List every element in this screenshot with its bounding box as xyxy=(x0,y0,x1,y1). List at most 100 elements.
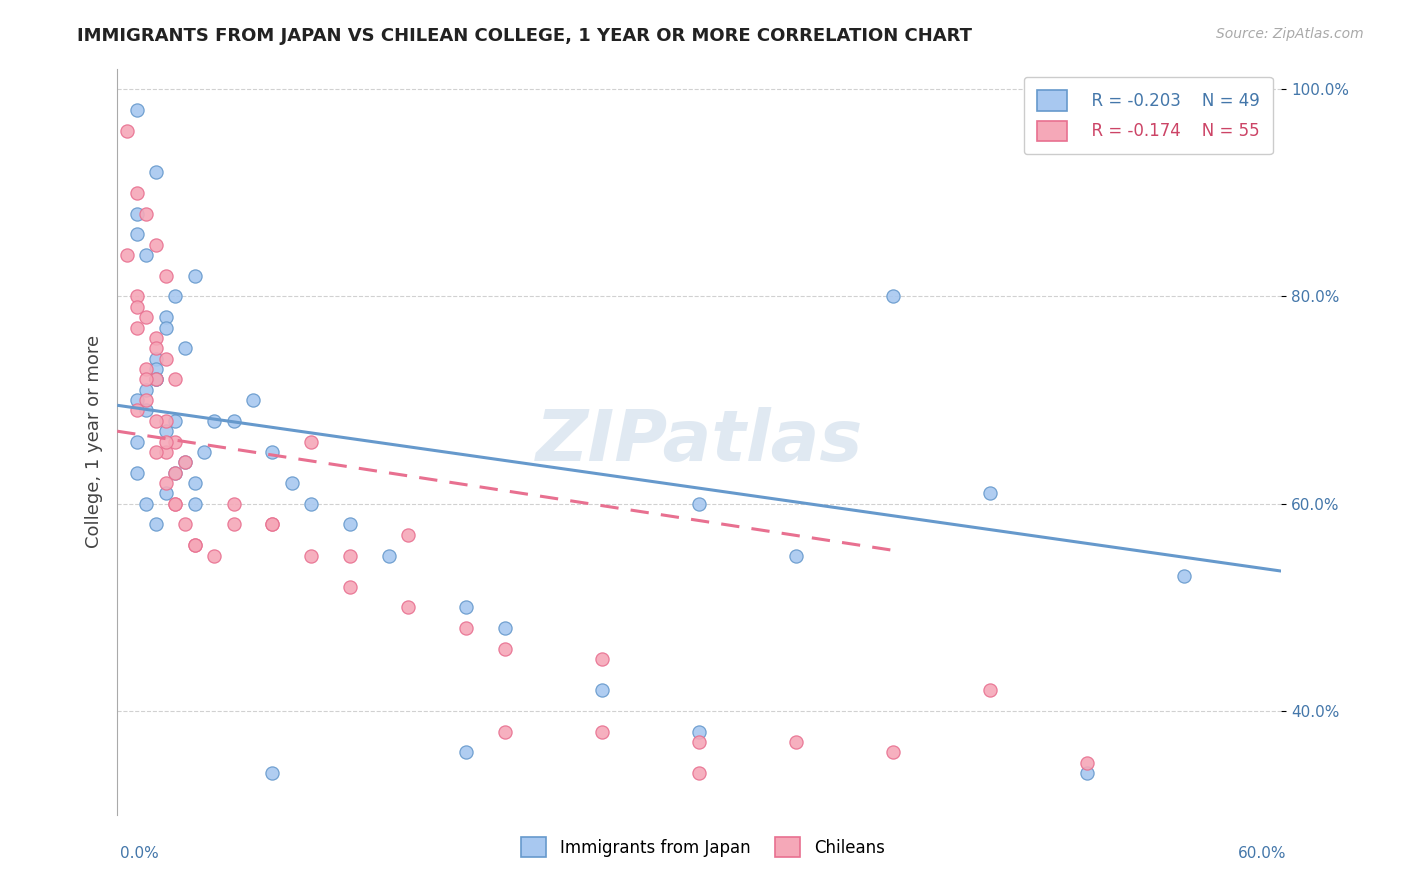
Point xyxy=(688,497,710,511)
Text: IMMIGRANTS FROM JAPAN VS CHILEAN COLLEGE, 1 YEAR OR MORE CORRELATION CHART: IMMIGRANTS FROM JAPAN VS CHILEAN COLLEGE… xyxy=(77,27,973,45)
Point xyxy=(882,745,904,759)
Point xyxy=(262,517,284,532)
Point xyxy=(1076,766,1098,780)
Point xyxy=(222,414,245,428)
Point xyxy=(155,351,177,366)
Point xyxy=(145,372,167,386)
Point xyxy=(262,445,284,459)
Point xyxy=(222,517,245,532)
Point xyxy=(135,403,157,417)
Point xyxy=(135,310,157,325)
Point xyxy=(155,475,177,490)
Point xyxy=(155,320,177,334)
Point xyxy=(135,393,157,408)
Point xyxy=(125,103,148,117)
Point xyxy=(262,517,284,532)
Point xyxy=(396,600,419,615)
Legend:   R = -0.203    N = 49,   R = -0.174    N = 55: R = -0.203 N = 49, R = -0.174 N = 55 xyxy=(1024,77,1272,154)
Point xyxy=(135,206,157,220)
Point xyxy=(135,372,157,386)
Point xyxy=(299,497,322,511)
Point xyxy=(125,300,148,314)
Point xyxy=(125,466,148,480)
Point xyxy=(184,497,207,511)
Point xyxy=(125,289,148,303)
Point xyxy=(174,455,197,469)
Point xyxy=(155,486,177,500)
Point xyxy=(1076,756,1098,770)
Point xyxy=(165,434,187,449)
Point xyxy=(184,475,207,490)
Point xyxy=(688,724,710,739)
Text: ZIPatlas: ZIPatlas xyxy=(536,407,863,476)
Point xyxy=(115,124,138,138)
Point xyxy=(165,497,187,511)
Point xyxy=(1173,569,1195,583)
Point xyxy=(165,466,187,480)
Point xyxy=(165,466,187,480)
Point xyxy=(125,186,148,200)
Point xyxy=(174,455,197,469)
Point xyxy=(688,766,710,780)
Point xyxy=(145,341,167,355)
Point xyxy=(591,724,613,739)
Point xyxy=(184,538,207,552)
Point xyxy=(145,414,167,428)
Point xyxy=(174,341,197,355)
Point xyxy=(456,600,478,615)
Point xyxy=(591,683,613,698)
Point xyxy=(785,549,807,563)
Point xyxy=(242,393,264,408)
Point xyxy=(688,735,710,749)
Point xyxy=(145,372,167,386)
Point xyxy=(222,497,245,511)
Point xyxy=(339,580,361,594)
Point xyxy=(155,268,177,283)
Point xyxy=(494,621,516,635)
Text: 60.0%: 60.0% xyxy=(1239,846,1286,861)
Point xyxy=(165,414,187,428)
Point xyxy=(281,475,304,490)
Point xyxy=(174,517,197,532)
Text: Source: ZipAtlas.com: Source: ZipAtlas.com xyxy=(1216,27,1364,41)
Point xyxy=(202,549,225,563)
Point xyxy=(145,445,167,459)
Point xyxy=(145,331,167,345)
Point xyxy=(979,683,1001,698)
Point xyxy=(115,248,138,262)
Point xyxy=(125,393,148,408)
Point xyxy=(155,414,177,428)
Point xyxy=(125,434,148,449)
Point xyxy=(155,310,177,325)
Point xyxy=(591,652,613,666)
Point xyxy=(145,362,167,376)
Point xyxy=(155,434,177,449)
Point xyxy=(145,372,167,386)
Point xyxy=(125,320,148,334)
Point xyxy=(125,403,148,417)
Point xyxy=(339,517,361,532)
Y-axis label: College, 1 year or more: College, 1 year or more xyxy=(86,335,103,548)
Point xyxy=(135,497,157,511)
Point xyxy=(494,724,516,739)
Point xyxy=(184,538,207,552)
Point xyxy=(262,766,284,780)
Point xyxy=(125,206,148,220)
Point xyxy=(299,549,322,563)
Point xyxy=(456,621,478,635)
Point xyxy=(145,237,167,252)
Point xyxy=(145,351,167,366)
Point xyxy=(135,383,157,397)
Point xyxy=(979,486,1001,500)
Point xyxy=(155,424,177,438)
Point xyxy=(165,289,187,303)
Point xyxy=(145,517,167,532)
Point xyxy=(494,641,516,656)
Point xyxy=(165,372,187,386)
Point xyxy=(184,268,207,283)
Point xyxy=(396,528,419,542)
Legend: Immigrants from Japan, Chileans: Immigrants from Japan, Chileans xyxy=(513,829,893,866)
Point xyxy=(145,165,167,179)
Point xyxy=(135,248,157,262)
Point xyxy=(339,549,361,563)
